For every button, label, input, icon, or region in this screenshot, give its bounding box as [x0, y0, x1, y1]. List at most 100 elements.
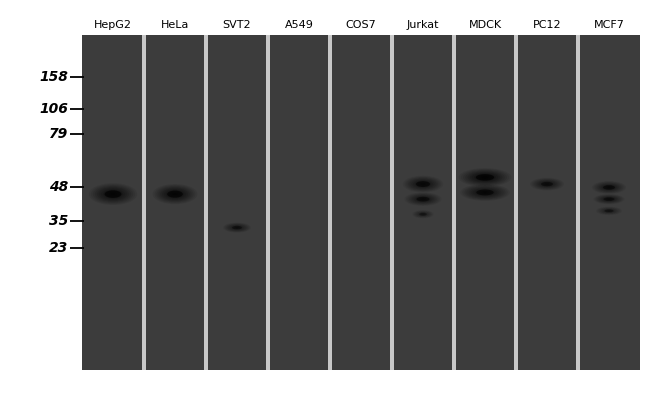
Ellipse shape — [226, 224, 248, 232]
Bar — [204, 35, 208, 370]
Ellipse shape — [604, 197, 614, 201]
Bar — [142, 35, 146, 370]
Ellipse shape — [470, 172, 500, 183]
Ellipse shape — [162, 188, 188, 200]
Ellipse shape — [463, 170, 507, 185]
Ellipse shape — [173, 193, 177, 195]
Ellipse shape — [421, 199, 424, 200]
Ellipse shape — [537, 180, 557, 188]
Ellipse shape — [544, 183, 550, 185]
Ellipse shape — [483, 192, 487, 193]
Ellipse shape — [536, 180, 558, 189]
Ellipse shape — [473, 188, 497, 196]
Ellipse shape — [476, 190, 493, 195]
Text: 48: 48 — [49, 181, 68, 194]
Ellipse shape — [481, 191, 489, 194]
Ellipse shape — [93, 185, 133, 203]
Ellipse shape — [601, 196, 617, 201]
Ellipse shape — [476, 174, 494, 181]
Ellipse shape — [419, 213, 427, 216]
Bar — [514, 35, 518, 370]
Ellipse shape — [419, 213, 426, 216]
Ellipse shape — [406, 193, 440, 205]
Ellipse shape — [418, 182, 428, 186]
Ellipse shape — [160, 187, 190, 201]
Text: 23: 23 — [49, 241, 68, 255]
Ellipse shape — [415, 196, 431, 202]
Text: MCF7: MCF7 — [593, 20, 625, 30]
Ellipse shape — [601, 208, 618, 214]
Ellipse shape — [233, 227, 240, 229]
Ellipse shape — [472, 173, 498, 182]
Text: 35: 35 — [49, 214, 68, 228]
Ellipse shape — [413, 196, 432, 202]
Text: PC12: PC12 — [533, 20, 562, 30]
Ellipse shape — [474, 173, 496, 181]
Ellipse shape — [421, 213, 426, 215]
Text: 106: 106 — [39, 102, 68, 116]
Ellipse shape — [231, 226, 243, 230]
Ellipse shape — [91, 184, 135, 204]
Ellipse shape — [606, 186, 612, 189]
Ellipse shape — [478, 175, 491, 180]
Ellipse shape — [168, 191, 183, 197]
Ellipse shape — [408, 194, 439, 205]
Bar — [390, 35, 394, 370]
Ellipse shape — [419, 197, 428, 201]
Text: 79: 79 — [49, 127, 68, 141]
Bar — [82, 35, 640, 370]
Ellipse shape — [600, 196, 618, 202]
Ellipse shape — [417, 197, 430, 201]
Ellipse shape — [597, 195, 621, 203]
Ellipse shape — [541, 182, 552, 186]
Ellipse shape — [606, 210, 612, 212]
Ellipse shape — [595, 182, 623, 193]
Ellipse shape — [109, 192, 117, 196]
Ellipse shape — [99, 188, 127, 201]
Text: COS7: COS7 — [346, 20, 376, 30]
Ellipse shape — [415, 181, 432, 188]
Ellipse shape — [460, 184, 510, 201]
Ellipse shape — [224, 223, 250, 232]
Ellipse shape — [417, 212, 428, 217]
Bar — [266, 35, 270, 370]
Ellipse shape — [483, 177, 488, 178]
Text: MDCK: MDCK — [469, 20, 502, 30]
Ellipse shape — [421, 214, 425, 215]
Ellipse shape — [166, 190, 185, 198]
Ellipse shape — [596, 195, 622, 203]
Ellipse shape — [420, 183, 426, 186]
Ellipse shape — [541, 182, 553, 186]
Ellipse shape — [230, 225, 244, 230]
Ellipse shape — [469, 187, 502, 198]
Text: Jurkat: Jurkat — [407, 20, 439, 30]
Ellipse shape — [599, 196, 619, 202]
Ellipse shape — [593, 181, 625, 193]
Ellipse shape — [105, 191, 121, 198]
Ellipse shape — [604, 197, 614, 201]
Ellipse shape — [227, 224, 248, 232]
Ellipse shape — [89, 183, 137, 205]
Ellipse shape — [406, 177, 440, 191]
Ellipse shape — [157, 186, 194, 202]
Text: HeLa: HeLa — [161, 20, 189, 30]
Ellipse shape — [464, 186, 506, 199]
Ellipse shape — [601, 209, 617, 213]
Ellipse shape — [413, 180, 433, 188]
Ellipse shape — [480, 176, 489, 179]
Ellipse shape — [605, 198, 613, 200]
Ellipse shape — [416, 181, 430, 187]
Ellipse shape — [534, 179, 560, 189]
Ellipse shape — [103, 190, 123, 199]
Ellipse shape — [404, 192, 441, 206]
Ellipse shape — [545, 184, 549, 185]
Ellipse shape — [164, 189, 186, 199]
Ellipse shape — [604, 209, 614, 212]
Ellipse shape — [421, 184, 424, 185]
Ellipse shape — [410, 178, 436, 190]
Ellipse shape — [595, 194, 623, 204]
Ellipse shape — [417, 197, 429, 201]
Ellipse shape — [543, 183, 551, 186]
Ellipse shape — [601, 184, 618, 191]
Ellipse shape — [604, 209, 614, 213]
